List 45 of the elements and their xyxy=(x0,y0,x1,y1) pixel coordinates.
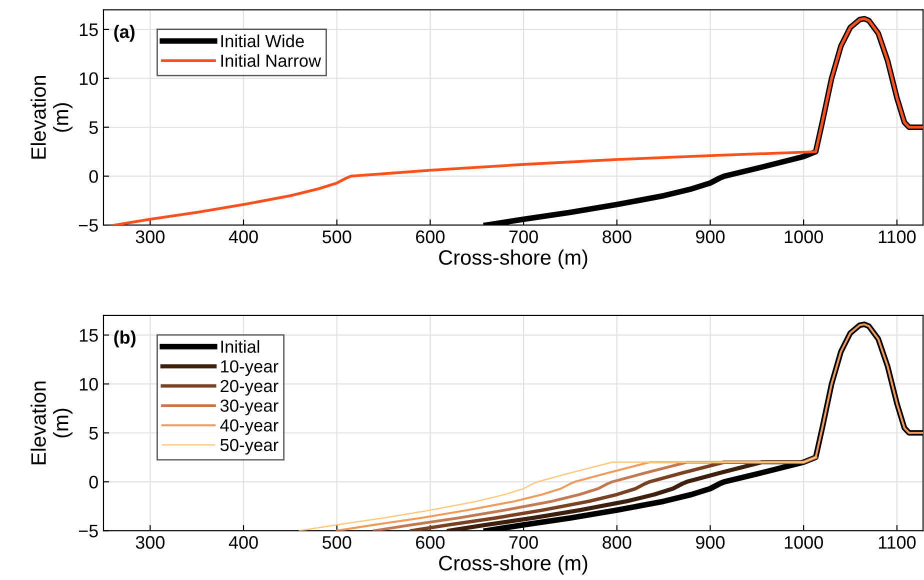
y-tick-label: 10 xyxy=(80,72,98,86)
x-tick-label: 900 xyxy=(696,536,725,549)
y-tick-label: 5 xyxy=(89,426,98,440)
x-tick-label: 800 xyxy=(602,230,632,244)
line-series xyxy=(298,456,816,531)
x-axis-title: Cross-shore (m) xyxy=(439,250,588,269)
x-tick-label: 1000 xyxy=(784,536,823,549)
y-tick-label: 0 xyxy=(89,476,98,489)
x-tick-label: 800 xyxy=(602,536,632,549)
x-tick-label: 400 xyxy=(228,536,258,549)
x-tick-label: 300 xyxy=(136,536,165,549)
x-axis-title: Cross-shore (m) xyxy=(439,555,588,575)
x-tick-label: 600 xyxy=(416,536,445,549)
x-tick-label: 1100 xyxy=(878,230,916,244)
y-tick-label: 15 xyxy=(80,24,98,36)
legend-label: 30-year xyxy=(220,400,278,416)
annotation: (b) xyxy=(114,330,136,348)
x-tick-label: 300 xyxy=(136,230,165,244)
x-tick-label: 1000 xyxy=(784,230,823,244)
y-tick-label: −5 xyxy=(78,219,98,232)
x-tick-label: 1100 xyxy=(878,536,916,549)
x-tick-label: 500 xyxy=(322,230,352,244)
legend-label: Initial xyxy=(221,340,260,353)
legend-label: 10-year xyxy=(221,360,278,376)
x-tick-label: 400 xyxy=(228,230,258,244)
x-tick-label: 900 xyxy=(696,230,725,244)
x-tick-label: 500 xyxy=(322,536,352,549)
legend-label: 40-year xyxy=(220,419,278,435)
y-tick-label: 0 xyxy=(89,170,98,183)
legend-label: 50-year xyxy=(220,438,278,455)
x-tick-label: 700 xyxy=(509,230,538,244)
x-tick-label: 600 xyxy=(416,230,445,244)
x-tick-label: 700 xyxy=(509,536,538,549)
y-tick-label: 15 xyxy=(80,329,98,342)
y-tick-label: −5 xyxy=(78,524,98,538)
y-tick-label: 10 xyxy=(80,378,98,391)
line-series xyxy=(113,17,924,226)
legend-label: 20-year xyxy=(220,380,278,396)
legend-label: Initial Wide xyxy=(221,34,304,48)
line-series xyxy=(336,323,924,531)
y-axis-title: Elevation (m) xyxy=(30,76,72,159)
y-axis-title: Elevation (m) xyxy=(30,382,72,464)
legend-label: Initial Narrow xyxy=(221,54,322,67)
annotation: (a) xyxy=(114,24,134,42)
y-tick-label: 5 xyxy=(89,121,98,134)
